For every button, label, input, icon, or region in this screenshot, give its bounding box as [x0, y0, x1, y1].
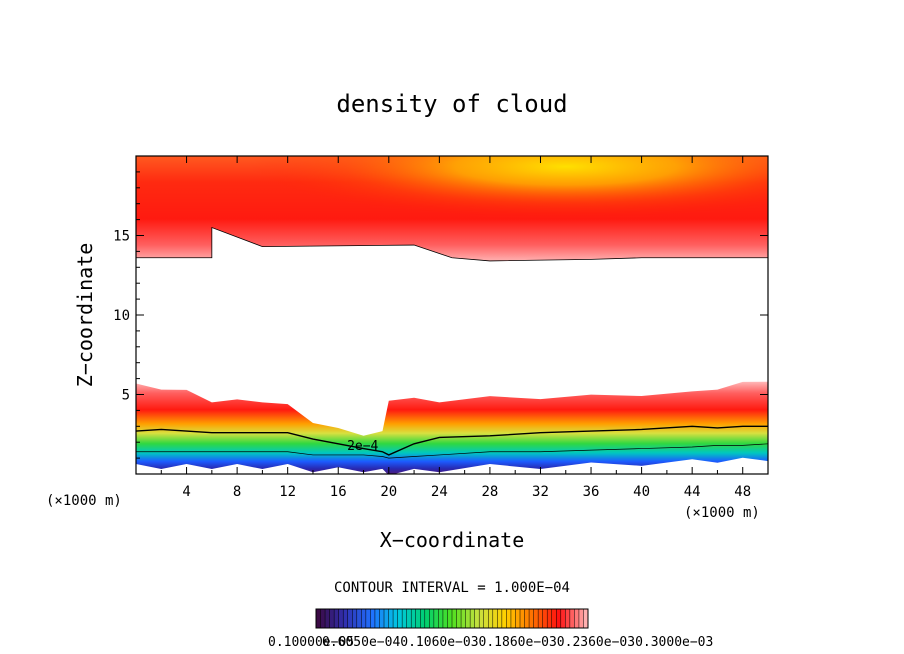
colorbar-swatch [424, 609, 430, 628]
x-tick-label: 44 [684, 484, 701, 500]
colorbar-swatch [551, 609, 557, 628]
colorbar-swatch [533, 609, 539, 628]
colorbar-swatch [316, 609, 321, 628]
colorbar-frame [315, 608, 589, 629]
colorbar-swatch [415, 609, 421, 628]
colorbar-swatch [374, 609, 380, 628]
colorbar-swatch [388, 609, 394, 628]
colorbar-swatch [393, 609, 398, 628]
x-tick-label: 20 [380, 484, 397, 500]
colorbar-swatch [379, 609, 385, 628]
colorbar-swatch [497, 609, 503, 628]
colorbar-swatch [411, 609, 417, 628]
colorbar-swatch [402, 609, 407, 628]
colorbar-swatch [361, 609, 367, 628]
colorbar-swatch [461, 609, 466, 628]
colorbar-swatch [334, 609, 339, 628]
colorbar-swatch [325, 609, 330, 628]
contour-line-2e-4 [136, 425, 768, 456]
colorbar-swatch [479, 609, 485, 628]
colorbar-swatch [429, 609, 435, 628]
colorbar-swatch [433, 609, 439, 628]
colorbar-swatch [452, 609, 457, 628]
x-tick-label: 36 [583, 484, 600, 500]
colorbar-swatch [384, 609, 389, 628]
colorbar-swatch [524, 609, 530, 628]
colorbar-swatch [465, 609, 471, 628]
x-axis-title: X−coordinate [380, 528, 525, 552]
colorbar-swatch [547, 609, 553, 628]
x-tick-label: 4 [182, 484, 190, 500]
colorbar-swatch [506, 609, 512, 628]
y-tick-label: 10 [113, 308, 130, 324]
colorbar-swatch [470, 609, 475, 628]
colorbar-swatch [483, 609, 489, 628]
contour-line-low [136, 443, 768, 459]
y-tick-label: 15 [113, 229, 130, 245]
colorbar-swatch [474, 609, 480, 628]
colorbar-swatch [365, 609, 371, 628]
colorbar-swatch [556, 609, 562, 628]
colorbar-swatch [574, 609, 580, 628]
colorbar-swatch [501, 609, 507, 628]
colorbar-swatch [420, 609, 426, 628]
colorbar [315, 608, 589, 629]
colorbar-swatch [515, 609, 521, 628]
x-tick-label: 32 [532, 484, 549, 500]
colorbar-swatch [442, 609, 448, 628]
colorbar-swatch [542, 609, 548, 628]
colorbar-swatch [338, 609, 344, 628]
colorbar-swatch [510, 609, 516, 628]
colorbar-swatch [406, 609, 412, 628]
colorbar-swatch [329, 609, 335, 628]
chart-title: density of cloud [336, 90, 567, 118]
colorbar-swatch [352, 609, 358, 628]
colorbar-swatch [529, 609, 534, 628]
colorbar-swatch [488, 609, 494, 628]
contour-label: 2e−4 [347, 439, 378, 454]
colorbar-swatch [578, 609, 584, 628]
colorbar-swatch [370, 609, 376, 628]
x-tick-label: 40 [633, 484, 650, 500]
lower-cloud-layer [136, 381, 768, 474]
colorbar-swatch [320, 609, 326, 628]
colorbar-swatch [583, 609, 589, 628]
x-tick-label: 16 [330, 484, 347, 500]
y-axis-unit: (×1000 m) [46, 493, 122, 509]
x-tick-label: 8 [233, 484, 241, 500]
y-tick-label: 5 [122, 388, 130, 404]
upper-cloud-edge [136, 226, 768, 262]
colorbar-tick-labels: 0.6050e−040.1060e−030.1860e−030.2360e−03… [322, 635, 713, 650]
colorbar-swatch [538, 609, 543, 628]
colorbar-swatch [492, 609, 498, 628]
colorbar-swatch [343, 609, 349, 628]
colorbar-min-label: 0.10000e−05 [268, 635, 354, 650]
upper-cloud-maximum [136, 156, 768, 261]
colorbar-swatch [347, 609, 353, 628]
x-tick-label: 28 [481, 484, 498, 500]
colorbar-swatch [520, 609, 525, 628]
y-axis-title: Z−coordinate [73, 243, 97, 388]
x-tick-label: 12 [279, 484, 296, 500]
colorbar-swatch [356, 609, 362, 628]
colorbar-swatch [560, 609, 566, 628]
colorbar-swatch [565, 609, 571, 628]
x-tick-label: 24 [431, 484, 448, 500]
colorbar-swatch [569, 609, 575, 628]
colorbar-swatch [397, 609, 403, 628]
colorbar-swatch [438, 609, 444, 628]
colorbar-swatch [447, 609, 453, 628]
colorbar-swatch [456, 609, 462, 628]
x-tick-label: 48 [734, 484, 751, 500]
contour-interval-label: CONTOUR INTERVAL = 1.000E−04 [334, 580, 570, 596]
x-axis-unit: (×1000 m) [684, 505, 760, 521]
